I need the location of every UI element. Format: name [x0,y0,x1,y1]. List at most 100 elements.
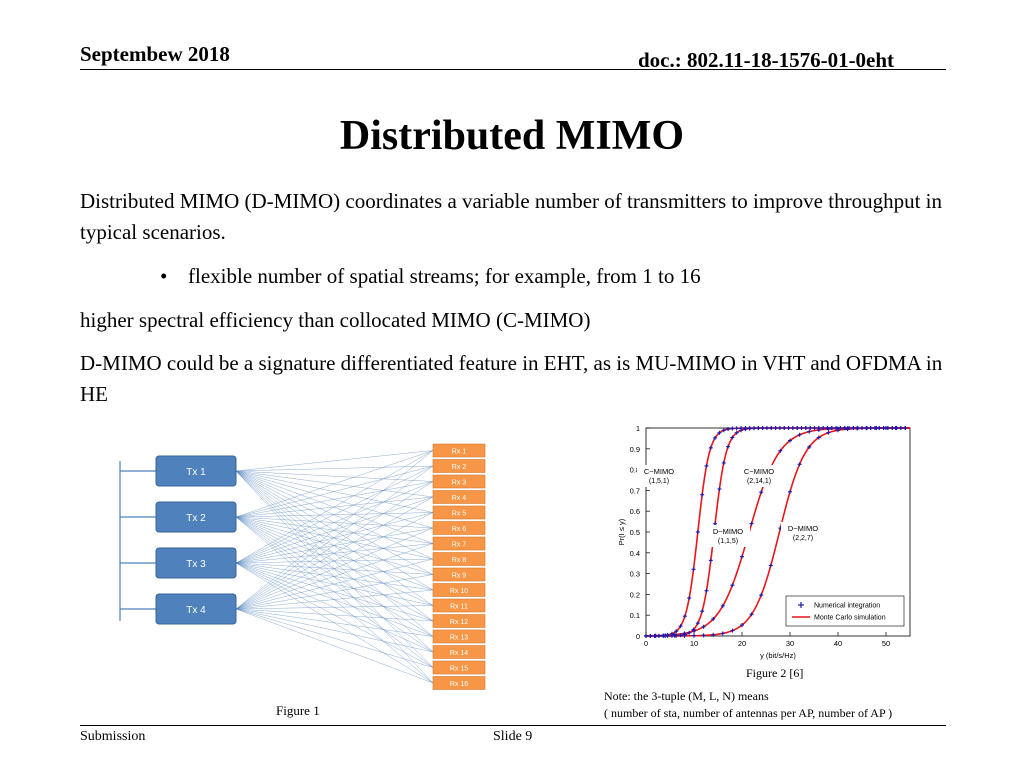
y-tick-label: 0.4 [630,549,640,558]
paragraph-spectral-efficiency: higher spectral efficiency than collocat… [80,308,591,332]
footer-rule [80,725,946,726]
annotation-bg [781,522,825,544]
series-point [826,427,831,432]
series-point [740,554,744,559]
bullet-item: • flexible number of spatial streams; for… [160,262,701,290]
series-point [687,630,692,635]
series-point [788,438,792,443]
series-point [756,426,761,431]
series-point [720,603,725,608]
series-point [704,588,709,593]
series-point [760,426,765,431]
rx-label: Rx 12 [450,619,468,626]
rx-label: Rx 11 [450,604,468,611]
series-point [692,633,696,638]
series-point [678,633,683,638]
series-point [708,558,713,563]
series-point [768,563,773,568]
link-line [235,608,434,637]
series-point [855,426,860,431]
y-tick-label: 0.1 [630,611,640,620]
link-lines [235,450,434,684]
series-point [739,428,744,433]
series-point [711,617,716,622]
rx-box [432,614,486,628]
rx-label: Rx 6 [452,526,467,533]
tx-label: Tx 3 [186,559,206,570]
series-point [678,624,683,629]
series-point [807,445,812,450]
link-line [235,450,434,472]
link-line [235,470,434,482]
annotation-bg [737,465,781,487]
series-point [812,426,817,431]
legend-entry-simulation: Monte Carlo simulation [814,615,886,622]
tx-boxes: Tx 1 Tx 2 Tx 3 Tx 4 [155,455,237,625]
series-point [759,490,764,495]
x-tick-label: 40 [834,639,842,648]
series-point [821,426,826,431]
header-rule [80,69,946,70]
tx-box [155,547,237,579]
series-point [884,426,888,431]
series-point [826,430,831,435]
series-point [734,426,739,431]
series-label-name: C−MIMO [744,467,774,476]
y-tick-label: 0.3 [630,570,640,579]
rx-box [432,660,486,675]
series-point [769,426,774,431]
series-point [864,426,869,431]
series-label-tuple: (1,5,1) [649,478,669,485]
chart-series-points [644,426,908,638]
series-point [778,448,783,453]
series-point [720,631,725,636]
y-tick-label: 0.7 [630,486,640,495]
link-line [235,465,434,564]
rx-box [432,459,486,473]
series-point [898,426,903,430]
rx-label: Rx 14 [450,650,468,657]
rx-label: Rx 10 [450,588,468,595]
series-point [682,633,687,638]
series-point [726,444,731,449]
link-line [235,589,434,610]
series-point [795,426,800,431]
series-point [730,426,735,431]
series-point [777,426,782,431]
header-date: Septembew 2018 [80,42,230,66]
series-point [653,633,658,638]
series-label-tuple: (2,2,7) [793,535,813,542]
series-point [700,492,705,497]
series-point [747,426,752,431]
series-point [874,426,879,431]
paragraph-dmimo-intro: Distributed MIMO (D-MIMO) coordinates a … [80,189,942,244]
series-point [759,593,764,598]
chart-legend: Numerical integration Monte Carlo simulat… [785,595,905,627]
series-point [749,521,754,526]
series-point [721,460,726,465]
link-line [235,465,434,518]
series-point [851,426,856,430]
y-tick-label: 1 [636,424,640,433]
rx-box [432,505,486,520]
series-point [790,426,795,431]
series-point [701,633,706,638]
y-tick-label: 0.8 [630,466,640,475]
series-label-name: D−MIMO [788,524,818,533]
series-point [773,426,778,431]
slide-title: Distributed MIMO [339,113,685,159]
series-point [797,462,802,467]
series-point [788,489,792,494]
rx-label: Rx 16 [450,681,468,688]
rx-box [432,567,486,582]
series-point [721,428,726,433]
series-point [764,426,769,431]
series-point [672,633,677,638]
link-line [235,608,434,684]
link-line [235,450,434,610]
rx-label: Rx 1 [452,449,467,456]
link-line [235,450,434,564]
link-line [235,512,434,610]
rx-box [432,629,486,644]
rx-label: Rx 4 [452,495,467,502]
